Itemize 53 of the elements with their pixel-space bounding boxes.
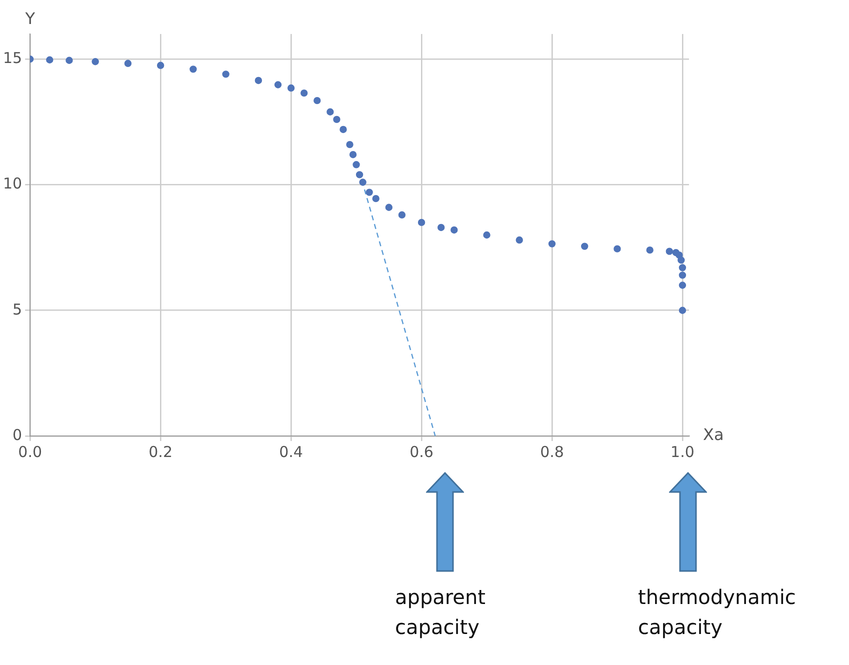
point bbox=[190, 66, 197, 73]
point bbox=[398, 211, 406, 218]
point bbox=[349, 151, 357, 158]
point bbox=[385, 204, 392, 211]
point bbox=[287, 84, 295, 92]
point bbox=[340, 126, 347, 134]
point bbox=[450, 226, 458, 234]
point bbox=[483, 231, 490, 239]
point bbox=[46, 56, 54, 64]
y-axis-title: Y bbox=[24, 9, 36, 28]
point bbox=[372, 194, 380, 202]
point bbox=[359, 178, 366, 186]
point bbox=[254, 76, 262, 84]
y-tick-label: 0 bbox=[12, 426, 22, 444]
point bbox=[678, 264, 686, 272]
point bbox=[222, 70, 230, 78]
x-tick-label: 1.0 bbox=[670, 442, 694, 461]
point bbox=[581, 242, 588, 250]
point bbox=[418, 218, 426, 226]
x-tick-label: 0.8 bbox=[540, 442, 564, 461]
x-tick-label: 0.0 bbox=[18, 442, 42, 461]
x-tick-label: 0.2 bbox=[148, 442, 172, 461]
point bbox=[124, 60, 132, 67]
point bbox=[66, 56, 73, 64]
x-tick-label: 0.6 bbox=[410, 442, 434, 461]
point bbox=[666, 248, 674, 255]
point bbox=[300, 89, 308, 97]
y-tick-label: 10 bbox=[2, 174, 22, 193]
point bbox=[548, 240, 556, 248]
text: thermodynamic capacity bbox=[638, 584, 797, 641]
point bbox=[333, 116, 340, 124]
x-tick-label: 0.4 bbox=[279, 442, 303, 461]
point bbox=[678, 256, 685, 264]
point bbox=[678, 282, 686, 289]
text: apparent capacity bbox=[395, 584, 487, 641]
point bbox=[614, 245, 621, 252]
point bbox=[156, 62, 164, 70]
point bbox=[646, 246, 654, 254]
point bbox=[326, 108, 334, 116]
point bbox=[92, 58, 99, 66]
point bbox=[352, 161, 360, 168]
point bbox=[274, 81, 282, 88]
point bbox=[356, 171, 364, 178]
point bbox=[346, 140, 354, 148]
point bbox=[314, 96, 321, 104]
point bbox=[678, 272, 686, 279]
x-axis-title: Xa bbox=[703, 425, 724, 444]
y-tick-label: 15 bbox=[2, 49, 22, 68]
point bbox=[678, 306, 686, 314]
point bbox=[516, 236, 523, 244]
y-tick-label: 5 bbox=[12, 300, 22, 318]
point bbox=[437, 224, 445, 232]
point bbox=[366, 188, 373, 196]
